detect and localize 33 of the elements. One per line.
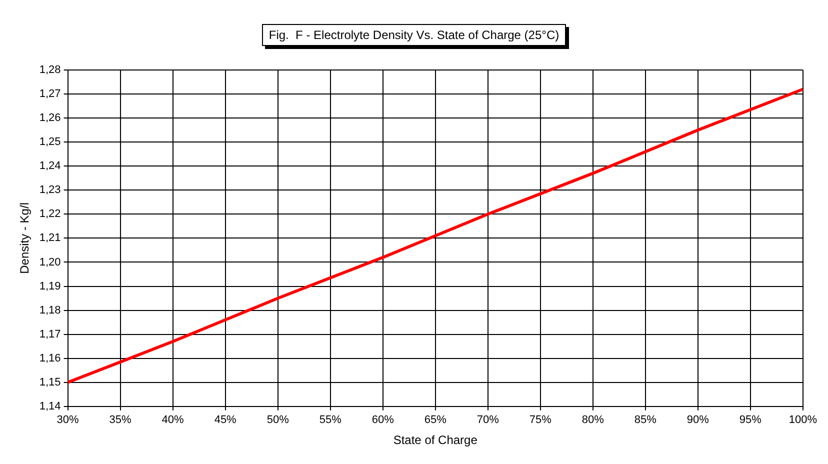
x-tick-label: 35% bbox=[109, 414, 132, 426]
y-tick-label: 1,20 bbox=[39, 256, 61, 268]
y-tick-label: 1,27 bbox=[39, 88, 61, 100]
chart-title: Fig. F - Electrolyte Density Vs. State of Charge (25°C) bbox=[262, 24, 566, 46]
y-tick-label: 1,14 bbox=[39, 400, 61, 412]
y-tick-label: 1,21 bbox=[39, 232, 61, 244]
y-tick-label: 1,24 bbox=[39, 160, 61, 172]
x-tick-label: 65% bbox=[424, 414, 447, 426]
x-tick-label: 30% bbox=[56, 414, 80, 426]
x-tick-label: 40% bbox=[162, 414, 184, 426]
x-tick-label: 80% bbox=[582, 414, 604, 426]
x-tick-label: 50% bbox=[266, 414, 290, 426]
y-tick-label: 1,28 bbox=[39, 64, 61, 76]
x-tick-label: 75% bbox=[529, 414, 552, 426]
x-tick-label: 95% bbox=[739, 414, 762, 426]
y-tick-label: 1,17 bbox=[39, 328, 61, 340]
y-tick-label: 1,23 bbox=[39, 184, 61, 196]
x-tick-label: 60% bbox=[372, 414, 394, 426]
x-tick-label: 100% bbox=[788, 414, 818, 426]
y-tick-label: 1,19 bbox=[39, 280, 61, 292]
x-tick-label: 85% bbox=[634, 414, 657, 426]
y-axis-title: Density - Kg/l bbox=[18, 202, 32, 274]
y-tick-label: 1,18 bbox=[39, 304, 61, 316]
y-tick-label: 1,26 bbox=[39, 112, 61, 124]
x-tick-label: 45% bbox=[214, 414, 237, 426]
y-tick-label: 1,15 bbox=[39, 376, 61, 388]
y-tick-label: 1,16 bbox=[39, 352, 61, 364]
y-tick-label: 1,25 bbox=[39, 136, 61, 148]
x-tick-label: 55% bbox=[319, 414, 342, 426]
x-tick-label: 70% bbox=[476, 414, 500, 426]
y-tick-label: 1,22 bbox=[39, 208, 61, 220]
x-tick-label: 90% bbox=[686, 414, 710, 426]
x-axis-title: State of Charge bbox=[393, 433, 478, 448]
